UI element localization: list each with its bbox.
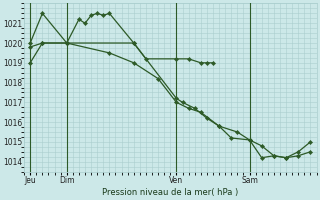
- X-axis label: Pression niveau de la mer( hPa ): Pression niveau de la mer( hPa ): [102, 188, 238, 197]
